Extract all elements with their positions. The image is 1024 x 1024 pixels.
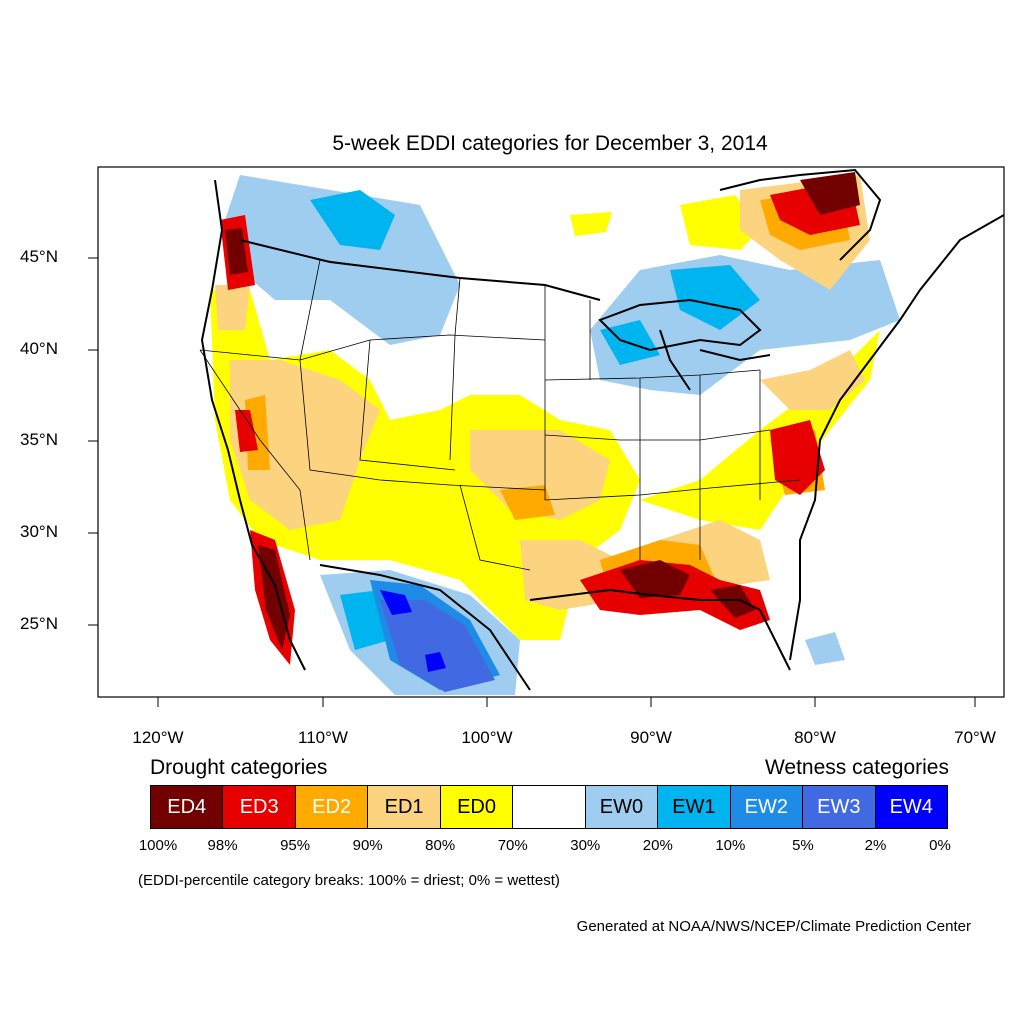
legend-note: (EDDI-percentile category breaks: 100% =… <box>138 872 560 889</box>
legend-break-label: 80% <box>425 837 456 854</box>
lon-label-90w: 90°W <box>630 728 672 747</box>
legend-break-label: 30% <box>570 837 601 854</box>
legend-cell-ed1: ED1 <box>368 786 441 828</box>
legend-break-label: 10% <box>715 837 746 854</box>
legend-break-label: 98% <box>207 837 238 854</box>
legend-cell-ew3: EW3 <box>803 786 876 828</box>
legend-break-label: 0% <box>929 837 951 854</box>
state-boundaries <box>199 239 801 571</box>
legend-cell-ew1: EW1 <box>658 786 731 828</box>
lon-label-120w: 120°W <box>132 728 184 747</box>
legend-cell-neutral <box>513 786 586 828</box>
legend-cell-ew4: EW4 <box>875 786 947 828</box>
lat-label-35: 35°N <box>20 430 58 449</box>
drought-categories-heading: Drought categories <box>150 756 328 779</box>
legend-break-label: 20% <box>642 837 673 854</box>
lon-label-80w: 80°W <box>794 728 836 747</box>
legend-cell-ed0: ED0 <box>440 786 514 828</box>
legend-break-label: 2% <box>864 837 887 854</box>
lon-label-70w: 70°W <box>954 728 996 747</box>
legend-color-bar: ED4 ED3 ED2 ED1 ED0 EW0 EW1 EW2 EW3 EW4 <box>150 785 948 829</box>
map-frame <box>97 166 1005 698</box>
lat-label-45: 45°N <box>20 247 58 266</box>
credit-line: Generated at NOAA/NWS/NCEP/Climate Predi… <box>576 918 971 935</box>
legend-break-label: 70% <box>497 837 528 854</box>
legend-cell-ed2: ED2 <box>295 786 369 828</box>
eddi-category-fill <box>210 172 900 695</box>
legend-cell-ew2: EW2 <box>730 786 804 828</box>
lat-label-40: 40°N <box>20 339 58 358</box>
legend-break-label: 90% <box>352 837 383 854</box>
legend-cell-ed3: ED3 <box>223 786 296 828</box>
longitude-ticks <box>157 697 976 707</box>
legend-break-label: 95% <box>280 837 311 854</box>
legend-cell-ew0: EW0 <box>585 786 659 828</box>
lat-label-25: 25°N <box>20 614 58 633</box>
coastlines <box>200 168 1004 691</box>
map-title: 5-week EDDI categories for December 3, 2… <box>332 132 768 155</box>
latitude-ticks <box>88 257 98 626</box>
lat-label-30: 30°N <box>20 522 58 541</box>
legend-cell-ed4: ED4 <box>151 786 224 828</box>
wetness-categories-heading: Wetness categories <box>764 756 949 779</box>
lon-label-100w: 100°W <box>461 728 513 747</box>
legend-break-label: 5% <box>792 837 814 854</box>
legend-break-label: 100% <box>138 837 178 854</box>
lon-label-110w: 110°W <box>298 728 348 747</box>
